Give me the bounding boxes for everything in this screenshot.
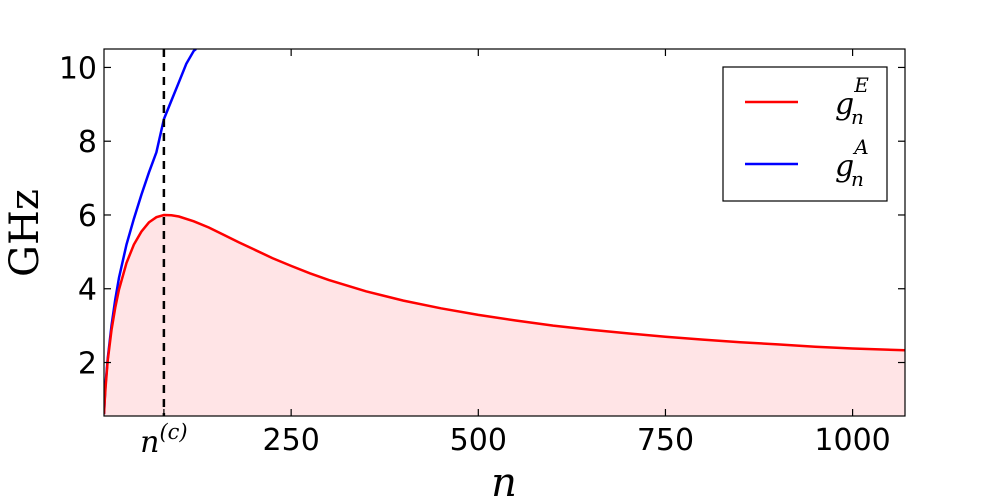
legend: gE n gA n: [722, 66, 888, 202]
axis-ticks: [104, 49, 905, 416]
legend-gnA-sup: A: [852, 135, 868, 159]
x-tick-label: 750: [637, 423, 694, 458]
axis-tick-labels: 250 500 750 1000 2 4 6 8 10: [59, 51, 891, 458]
plot-frame: [103, 48, 906, 417]
x-tick-label: 1000: [814, 423, 890, 458]
critical-point-label: n(c): [140, 420, 187, 460]
x-tick-label: 500: [450, 423, 507, 458]
legend-label-gnA: gA n: [835, 135, 869, 191]
legend-box: [722, 66, 888, 202]
x-axis-title: n: [491, 460, 517, 500]
critical-label-sup: (c): [159, 420, 187, 444]
series-fill-gnE: [104, 215, 905, 416]
y-axis-title: GHz: [2, 189, 48, 277]
series-line-gnE: [104, 213, 905, 415]
x-tick-label: 250: [263, 423, 320, 458]
legend-gnE-base: g: [835, 87, 854, 122]
legend-gnA-base: g: [835, 149, 854, 184]
legend-gnA-sub: n: [851, 167, 864, 191]
y-tick-label: 8: [78, 125, 97, 160]
legend-gnE-sup: E: [853, 73, 869, 97]
critical-label-base: n: [140, 425, 159, 460]
y-tick-label: 6: [78, 199, 97, 234]
y-tick-label: 4: [78, 273, 97, 308]
legend-gnE-sub: n: [851, 105, 864, 129]
y-tick-label: 2: [78, 347, 97, 382]
legend-label-gnE: gE n: [835, 73, 869, 129]
y-tick-label: 10: [59, 51, 97, 86]
